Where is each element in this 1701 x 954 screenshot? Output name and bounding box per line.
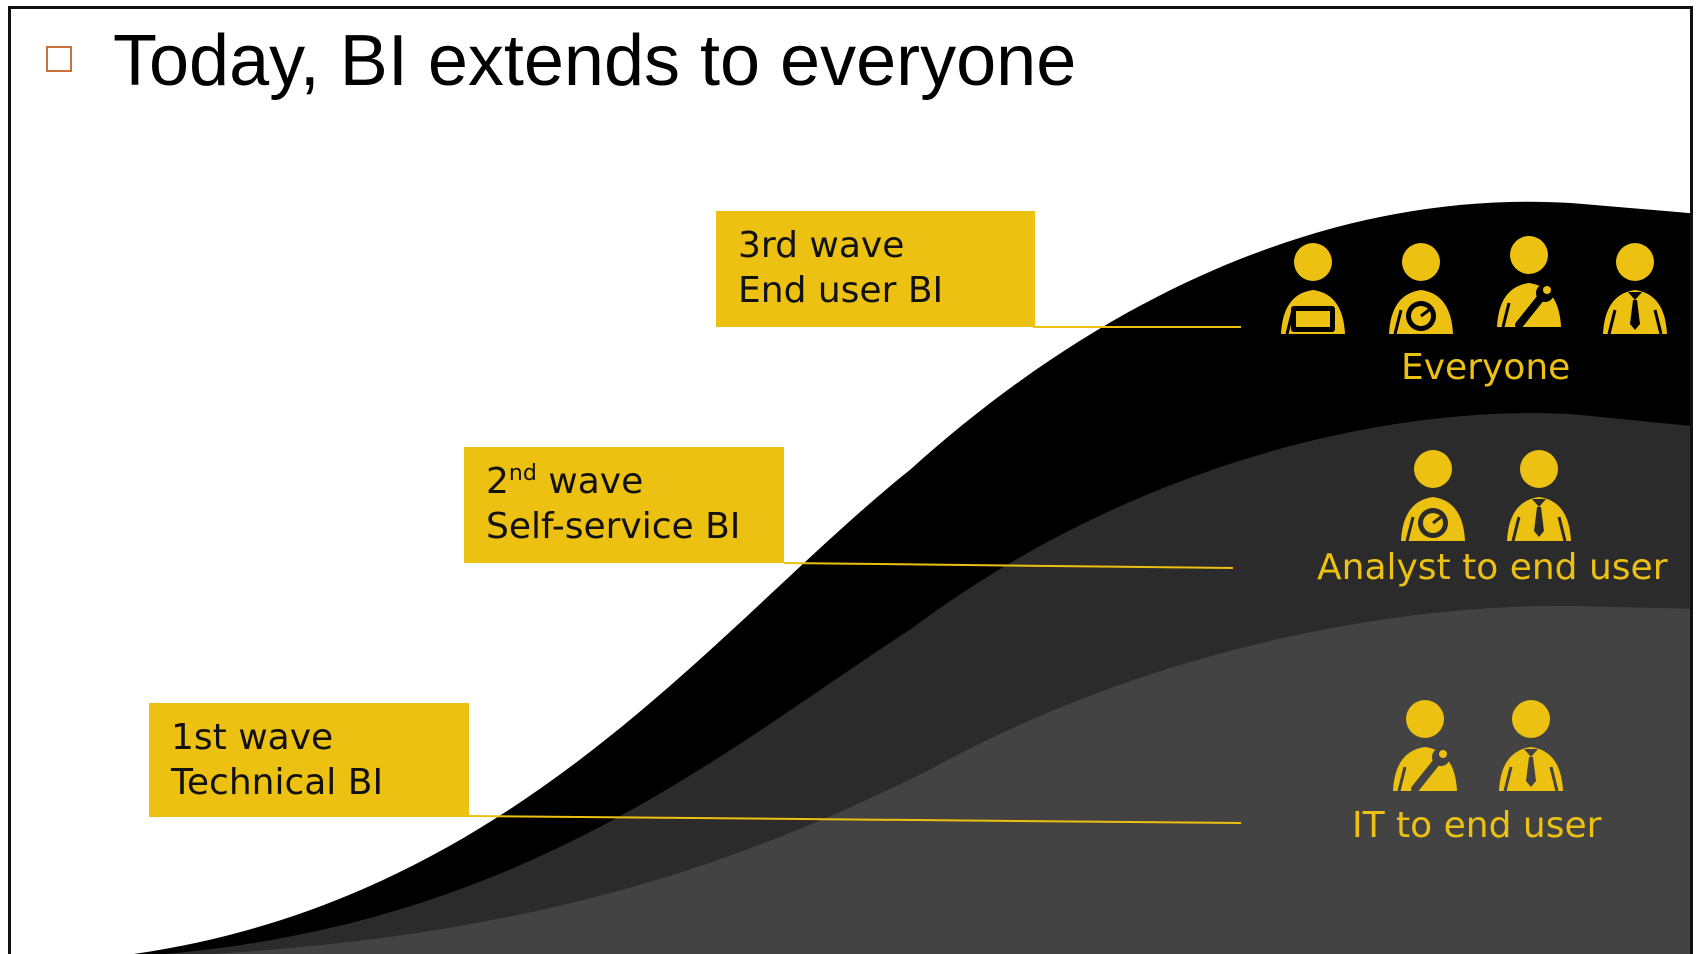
wave-3-label-box: 3rd wave End user BI bbox=[716, 211, 1035, 327]
person-gauge-icon bbox=[1389, 243, 1453, 335]
wave-2-leader-line bbox=[783, 562, 1234, 569]
wave-2-subtitle: Self-service BI bbox=[486, 506, 741, 547]
person-tie-icon bbox=[1507, 450, 1571, 542]
wave-1-area bbox=[209, 605, 1690, 954]
person-tablet-icon bbox=[1281, 243, 1345, 335]
person-wrench-icon bbox=[1393, 700, 1457, 793]
wave-1-leader-line bbox=[468, 815, 1242, 824]
wave-3-heading: 3rd wave bbox=[738, 225, 905, 266]
wave-1-subtitle: Technical BI bbox=[171, 762, 384, 803]
wave-3-audience: Everyone bbox=[1401, 347, 1571, 388]
waves-diagram bbox=[132, 201, 1690, 954]
person-gauge-icon bbox=[1401, 450, 1465, 542]
person-wrench-icon bbox=[1497, 236, 1561, 329]
person-tie-icon bbox=[1603, 243, 1667, 335]
bullet-square-icon bbox=[46, 46, 72, 72]
wave-2-audience: Analyst to end user bbox=[1317, 547, 1668, 588]
wave-3-subtitle: End user BI bbox=[738, 270, 944, 311]
wave-2-label-box: 2nd wave Self-service BI bbox=[464, 447, 784, 563]
wave-2-heading: 2nd wave bbox=[486, 461, 644, 502]
person-tie-icon bbox=[1499, 700, 1563, 792]
wave-1-heading: 1st wave bbox=[171, 717, 334, 758]
wave-1-audience: IT to end user bbox=[1352, 805, 1602, 846]
slide-frame: Today, BI extends to everyone bbox=[8, 6, 1693, 954]
wave-1-label-box: 1st wave Technical BI bbox=[149, 703, 469, 817]
slide-title: Today, BI extends to everyone bbox=[113, 21, 1077, 101]
